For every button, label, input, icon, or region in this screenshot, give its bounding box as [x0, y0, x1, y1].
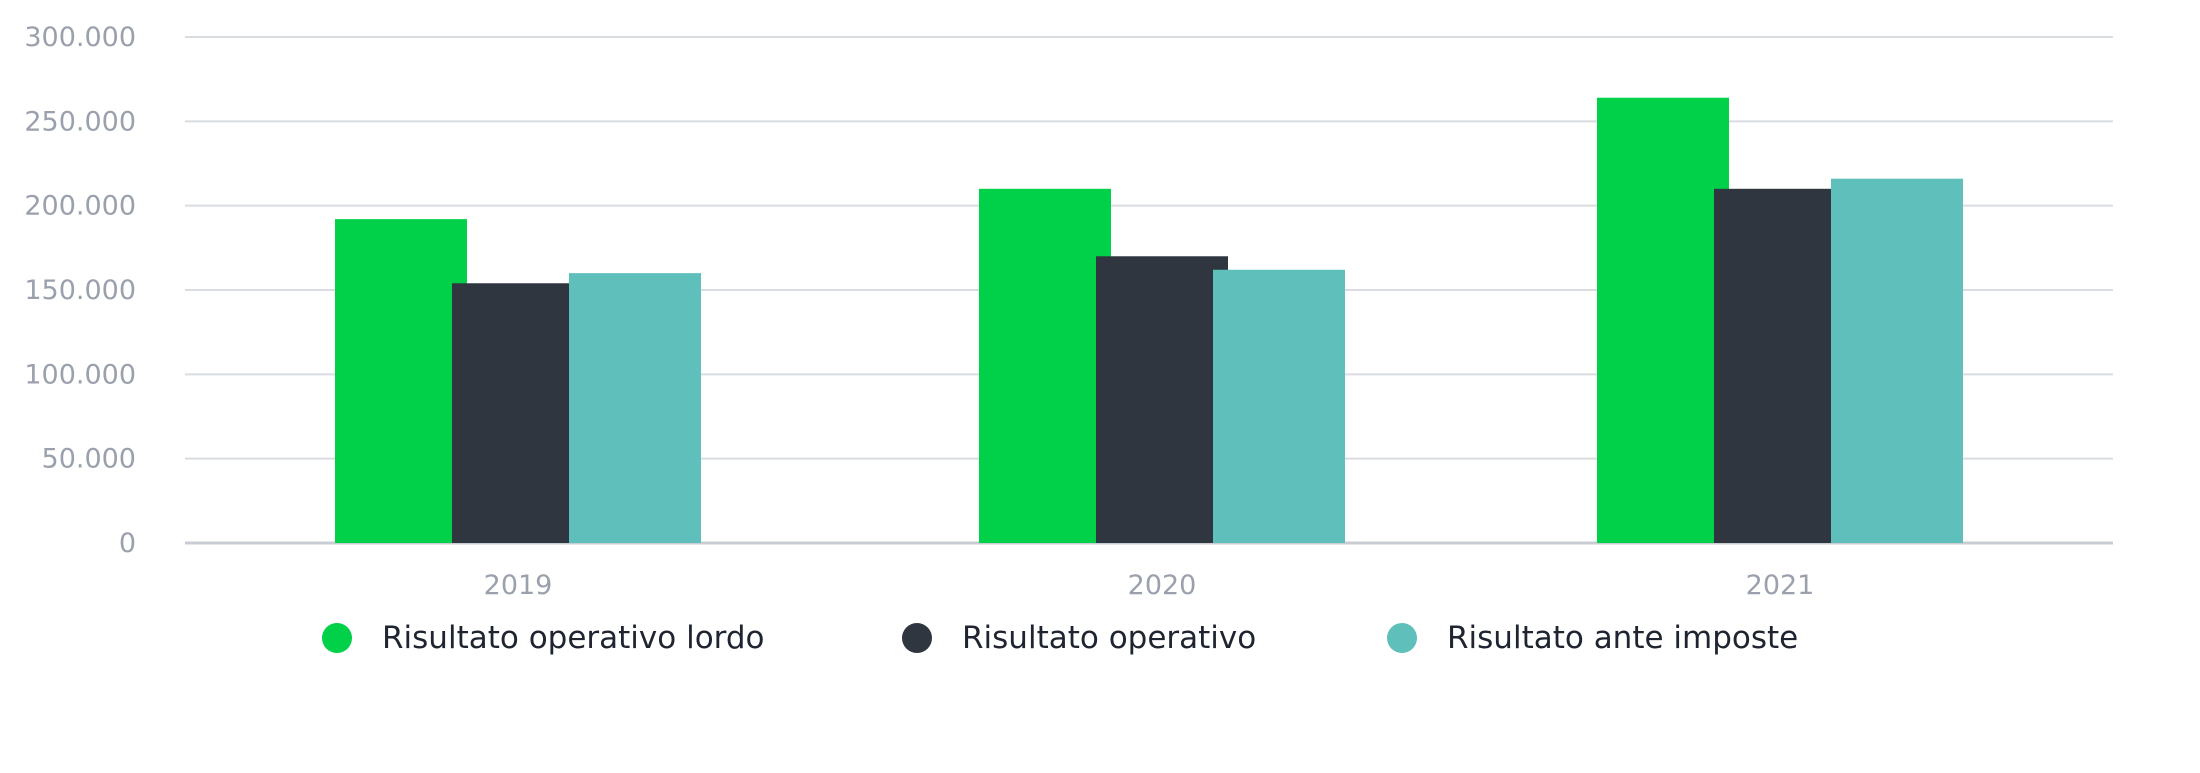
legend-item: Risultato operativo lordo — [322, 620, 765, 656]
y-tick-label: 50.000 — [42, 444, 136, 475]
legend-label: Risultato operativo — [962, 620, 1257, 656]
x-tick-label: 2021 — [1746, 570, 1815, 601]
legend-swatch — [1387, 623, 1417, 653]
bar-2020-series-2 — [1096, 256, 1228, 543]
x-tick-label: 2019 — [484, 570, 553, 601]
y-tick-label: 150.000 — [24, 275, 136, 306]
legend: Risultato operativo lordo Risultato opera… — [0, 620, 2200, 680]
legend-item: Risultato ante imposte — [1387, 620, 1798, 656]
legend-label: Risultato operativo lordo — [382, 620, 765, 656]
bar-2021-series-1 — [1597, 97, 1729, 543]
bar-2020-series-3 — [1213, 269, 1345, 543]
y-tick-label: 0 — [119, 528, 136, 559]
bar-2020-series-1 — [979, 188, 1111, 544]
legend-swatch — [322, 623, 352, 653]
bar-2021-series-2 — [1714, 188, 1846, 544]
y-tick-label: 100.000 — [24, 359, 136, 390]
bar-2019-series-2 — [452, 283, 584, 543]
legend-swatch — [902, 623, 932, 653]
y-tick-label: 250.000 — [24, 106, 136, 137]
bar-2019-series-3 — [569, 273, 701, 543]
bars — [335, 97, 1963, 544]
x-tick-label: 2020 — [1128, 570, 1197, 601]
bar-2019-series-1 — [335, 219, 467, 543]
y-axis-ticks: 0 50.000 100.000 150.000 200.000 250.000 300.0… — [24, 22, 136, 559]
legend-item: Risultato operativo — [902, 620, 1256, 656]
x-axis-ticks: 2019 2020 2021 — [484, 570, 1815, 601]
legend-label: Risultato ante imposte — [1447, 620, 1799, 656]
y-tick-label: 200.000 — [24, 191, 136, 222]
y-tick-label: 300.000 — [24, 22, 136, 53]
bar-2021-series-3 — [1831, 178, 1963, 543]
